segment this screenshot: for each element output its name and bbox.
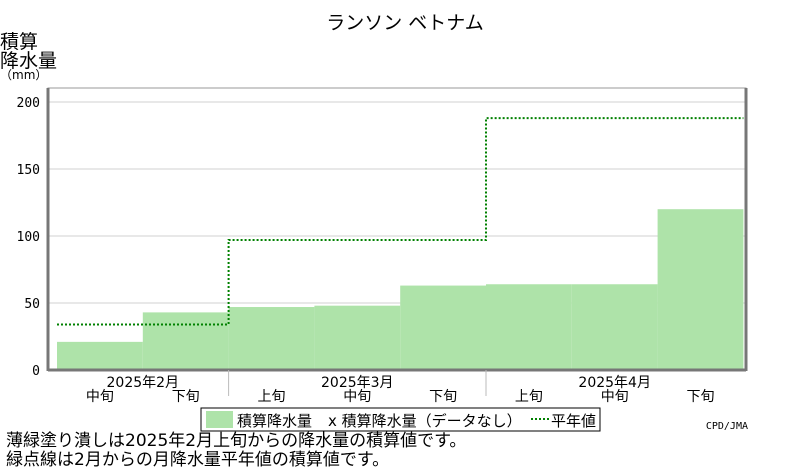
note-line-2: 緑点線は2月からの月降水量平年値の積算値です。 [6,450,390,470]
bars [57,209,744,370]
y-axis-label-line1: 積算 [0,31,38,53]
bar-2 [228,307,315,370]
y-tick-label-100: 100 [17,230,40,245]
x-decade-label-3: 中旬 [343,389,371,405]
grid [48,101,746,304]
normal-step-line [57,117,744,326]
plot-frame [46,87,748,372]
bar-0 [57,341,143,370]
y-tick-label-50: 50 [24,297,40,312]
y-axis-label-unit: （mm） [0,68,47,82]
y-axis-label-line2: 降水量 [0,50,57,72]
x-decade-label-7: 下旬 [687,389,715,405]
x-month-label-1: 2025年3月 [321,375,394,391]
y-tick-labels: 0 50 100 150 200 [17,96,40,379]
bar-1 [142,312,229,370]
legend-swatch-cumulative [206,411,233,428]
x-month-label-2: 2025年4月 [578,375,651,391]
x-decade-label-4: 下旬 [429,389,457,405]
x-month-label-0: 2025年2月 [107,375,180,391]
bar-7 [657,209,744,370]
x-decade-label-0: 中旬 [86,389,114,405]
bar-3 [314,305,401,370]
legend-label-no-data: x 積算降水量（データなし） [328,412,522,430]
legend-label-cumulative: 積算降水量 [237,412,312,430]
source-credit: CPD/JMA [705,421,748,432]
y-axis-label: 積算 降水量 （mm） [0,31,57,82]
legend-label-normal: 平年値 [551,412,596,430]
chart-title: ランソン ベトナム [326,12,483,34]
y-tick-label-0: 0 [32,364,40,379]
x-decade-label-1: 下旬 [172,389,200,405]
bar-4 [400,285,486,370]
legend: 積算降水量 x 積算降水量（データなし） 平年値 [200,407,601,432]
y-tick-label-150: 150 [17,163,40,178]
normal-line-series [57,117,744,326]
bar-5 [486,284,572,370]
bar-6 [571,284,658,370]
x-decade-label-5: 上旬 [515,389,543,405]
x-decade-label-6: 中旬 [601,389,629,405]
note-line-1: 薄緑塗り潰しは2025年2月上旬からの降水量の積算値です。 [6,431,467,451]
x-decade-label-2: 上旬 [258,389,286,405]
y-tick-label-200: 200 [17,96,40,111]
